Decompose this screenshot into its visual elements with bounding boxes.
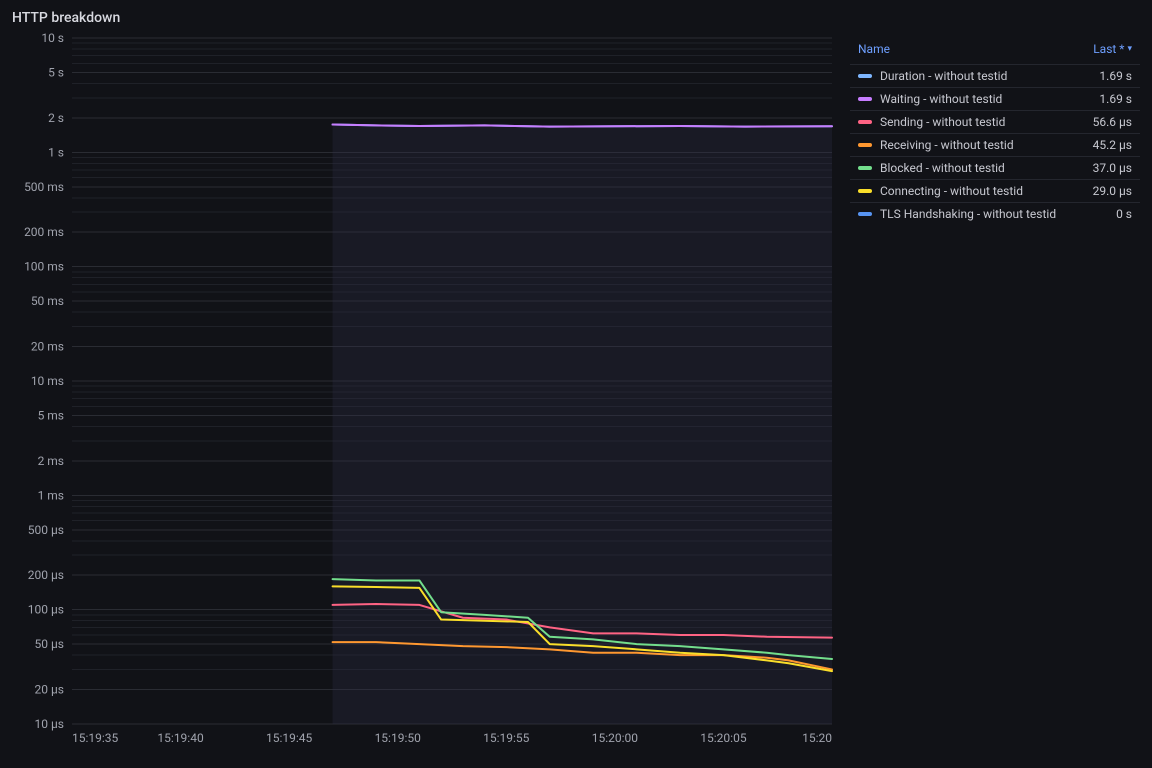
svg-text:15:19:50: 15:19:50 (375, 731, 422, 745)
legend-row[interactable]: Waiting - without testid 1.69 s (850, 87, 1140, 110)
legend: Name Last * ▾ Duration - without testid 1… (850, 38, 1140, 225)
chart-svg[interactable]: 10 s 5 s 2 s 1 s 500 ms 200 ms 100 ms 50 ms 20 m… (0, 32, 840, 752)
legend-series-value: 1.69 s (1099, 69, 1132, 83)
legend-row-left: Receiving - without testid (858, 138, 1014, 152)
legend-row-left: Sending - without testid (858, 115, 1005, 129)
legend-series-name: Sending - without testid (880, 115, 1005, 129)
svg-text:200 ms: 200 ms (24, 225, 64, 239)
svg-text:100 µs: 100 µs (28, 603, 64, 617)
legend-series-name: Connecting - without testid (880, 184, 1023, 198)
svg-text:50 µs: 50 µs (35, 637, 64, 651)
legend-series-value: 56.6 µs (1093, 115, 1132, 129)
chart-area[interactable]: 10 s 5 s 2 s 1 s 500 ms 200 ms 100 ms 50 ms 20 m… (0, 32, 840, 752)
svg-text:2 ms: 2 ms (38, 454, 64, 468)
legend-series-name: Duration - without testid (880, 69, 1007, 83)
legend-series-value: 0 s (1116, 207, 1132, 221)
svg-text:100 ms: 100 ms (24, 260, 64, 274)
legend-rows: Duration - without testid1.69 sWaiting -… (850, 64, 1140, 225)
svg-text:1 s: 1 s (48, 145, 64, 159)
legend-series-name: Blocked - without testid (880, 161, 1005, 175)
svg-text:500 µs: 500 µs (28, 523, 64, 537)
legend-swatch (858, 143, 872, 147)
legend-swatch (858, 74, 872, 78)
legend-row[interactable]: Blocked - without testid 37.0 µs (850, 156, 1140, 179)
legend-swatch (858, 166, 872, 170)
svg-text:50 ms: 50 ms (31, 294, 64, 308)
chevron-down-icon: ▾ (1127, 44, 1132, 54)
svg-text:5 s: 5 s (48, 65, 64, 79)
legend-swatch (858, 120, 872, 124)
legend-row[interactable]: Duration - without testid 1.69 s (850, 64, 1140, 87)
svg-text:1 ms: 1 ms (38, 488, 64, 502)
svg-text:15:20: 15:20 (802, 731, 832, 745)
svg-text:10 ms: 10 ms (31, 374, 64, 388)
svg-text:10 µs: 10 µs (35, 717, 64, 731)
legend-series-value: 1.69 s (1099, 92, 1132, 106)
legend-header[interactable]: Name Last * ▾ (850, 38, 1140, 64)
legend-row-left: Waiting - without testid (858, 92, 1002, 106)
panel-title: HTTP breakdown (12, 10, 120, 26)
legend-series-name: TLS Handshaking - without testid (880, 207, 1056, 221)
legend-row-left: TLS Handshaking - without testid (858, 207, 1056, 221)
svg-text:200 µs: 200 µs (28, 568, 64, 582)
legend-row-left: Blocked - without testid (858, 161, 1005, 175)
legend-series-value: 29.0 µs (1093, 184, 1132, 198)
svg-text:15:19:35: 15:19:35 (72, 731, 119, 745)
svg-text:15:20:05: 15:20:05 (700, 731, 747, 745)
svg-text:500 ms: 500 ms (24, 180, 64, 194)
svg-text:2 s: 2 s (48, 111, 64, 125)
svg-text:15:19:55: 15:19:55 (483, 731, 530, 745)
legend-row-left: Connecting - without testid (858, 184, 1023, 198)
panel-http-breakdown: HTTP breakdown 10 s 5 s 2 s 1 s 500 ms 200 ms… (0, 0, 1152, 768)
svg-text:15:19:45: 15:19:45 (266, 731, 313, 745)
legend-swatch (858, 212, 872, 216)
svg-text:15:19:40: 15:19:40 (157, 731, 204, 745)
legend-series-value: 45.2 µs (1093, 138, 1132, 152)
legend-swatch (858, 189, 872, 193)
legend-row[interactable]: Receiving - without testid 45.2 µs (850, 133, 1140, 156)
svg-text:15:20:00: 15:20:00 (592, 731, 639, 745)
legend-row[interactable]: Connecting - without testid 29.0 µs (850, 179, 1140, 202)
legend-swatch (858, 97, 872, 101)
legend-header-last[interactable]: Last * ▾ (1093, 42, 1132, 56)
legend-row[interactable]: Sending - without testid 56.6 µs (850, 110, 1140, 133)
svg-text:5 ms: 5 ms (38, 408, 64, 422)
legend-row-left: Duration - without testid (858, 69, 1007, 83)
svg-text:20 µs: 20 µs (35, 683, 64, 697)
svg-text:20 ms: 20 ms (31, 340, 64, 354)
legend-header-name[interactable]: Name (858, 42, 890, 56)
legend-series-name: Receiving - without testid (880, 138, 1014, 152)
legend-series-value: 37.0 µs (1093, 161, 1132, 175)
legend-row[interactable]: TLS Handshaking - without testid 0 s (850, 202, 1140, 225)
svg-text:10 s: 10 s (41, 32, 64, 45)
legend-series-name: Waiting - without testid (880, 92, 1002, 106)
